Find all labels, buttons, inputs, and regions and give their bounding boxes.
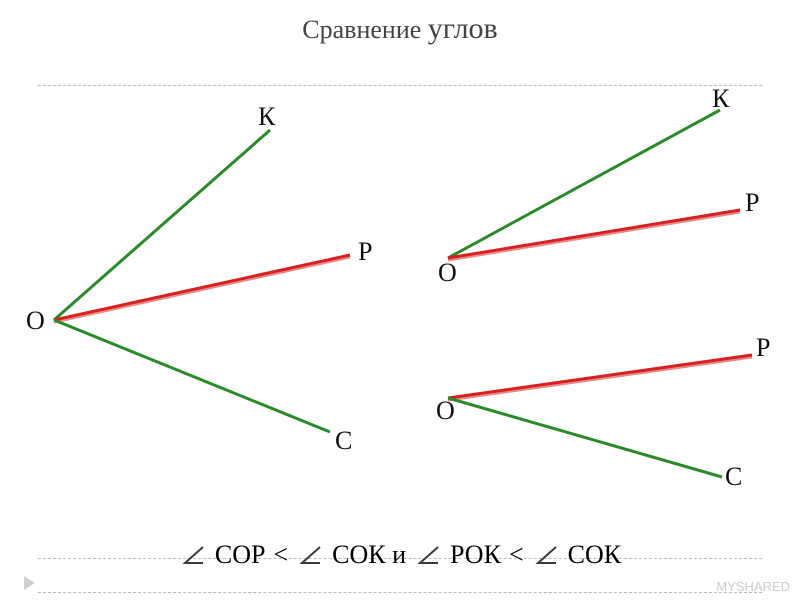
ray-op-2-shadow — [448, 212, 740, 260]
label-c-1: С — [335, 426, 352, 456]
label-o-2: О — [438, 258, 457, 288]
ray-op-1-shadow — [54, 257, 350, 322]
lt-2: < — [509, 540, 524, 570]
ray-op-3 — [448, 355, 752, 398]
play-icon — [24, 576, 35, 590]
ray-oc-1 — [54, 320, 330, 432]
diagram-left — [54, 130, 350, 432]
ray-oc-3 — [448, 398, 722, 477]
label-k-2: К — [712, 84, 729, 114]
ray-op-3-shadow — [448, 357, 752, 400]
label-c-3: С — [725, 462, 742, 492]
ray-op-1 — [54, 255, 350, 320]
angle-icon — [532, 543, 560, 567]
term-cok-and: СОК и — [332, 540, 406, 570]
label-o-3: О — [436, 396, 455, 426]
label-p-3: Р — [756, 333, 770, 363]
label-k-1: К — [258, 102, 275, 132]
angle-icon — [296, 543, 324, 567]
label-o-1: О — [26, 306, 45, 336]
angle-icon — [414, 543, 442, 567]
angle-diagrams — [0, 0, 800, 600]
comparison-statement: СОР < СОК и РОК < СОК — [0, 540, 800, 570]
lt-1: < — [273, 540, 288, 570]
term-cok: СОК — [568, 540, 621, 570]
diagram-top-right — [448, 110, 740, 260]
watermark: MYSHARED — [716, 579, 790, 594]
term-rok: РОК — [450, 540, 501, 570]
label-p-2: Р — [745, 188, 759, 218]
label-p-1: Р — [358, 237, 372, 267]
angle-icon — [179, 543, 207, 567]
ray-ok-1 — [54, 130, 270, 320]
diagram-bottom-right — [448, 355, 752, 477]
term-cop: СОР — [215, 540, 266, 570]
